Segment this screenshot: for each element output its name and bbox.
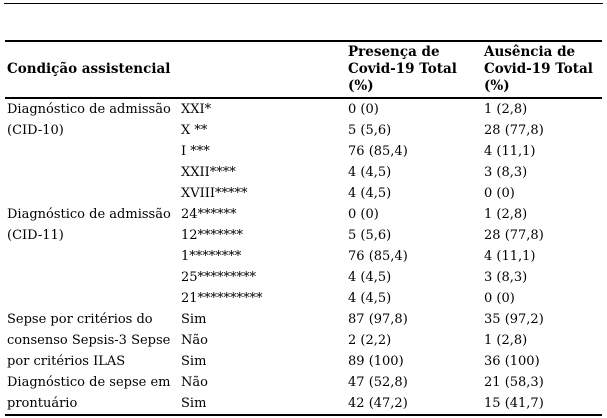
- subcategory-cell: Não: [181, 333, 208, 348]
- table-row: 12******* 5 (5,6) 28 (77,8): [5, 225, 602, 246]
- presenca-value-cell: 5 (5,6): [348, 228, 392, 243]
- ausencia-value-cell: 4 (11,1): [484, 144, 536, 159]
- header-condicao-assistencial: Condição assistencial: [5, 40, 349, 99]
- subcategory-cell: Sim: [181, 396, 207, 411]
- subcategory-cell: 24******: [181, 207, 237, 222]
- presenca-value-cell: 4 (4,5): [348, 291, 392, 306]
- subcategory-cell: 12*******: [181, 228, 244, 243]
- table-row: Diagnóstico de admissão (CID-10) XXI* 0 …: [5, 98, 602, 138]
- presenca-value-cell: 5 (5,6): [348, 123, 392, 138]
- subcategory-cell: 1********: [181, 249, 242, 264]
- table-row: I *** 76 (85,4) 4 (11,1): [5, 141, 602, 162]
- group-label-cell: Sepse por critérios do consenso Sepsis-3…: [7, 312, 171, 369]
- table-row: XXII**** 4 (4,5) 3 (8,3): [5, 162, 602, 183]
- header-ausencia-covid: Ausência de Covid-19 Total (%): [484, 40, 603, 99]
- table-row: Sim 42 (47,2) 15 (41,7): [5, 393, 602, 415]
- ausencia-value-cell: 35 (97,2): [484, 312, 544, 327]
- table-row: XVIII***** 4 (4,5) 0 (0): [5, 183, 602, 204]
- table-row: 1******** 76 (85,4) 4 (11,1): [5, 246, 602, 267]
- group-label-cell: Diagnóstico de admissão (CID-11): [7, 207, 171, 243]
- table-row: Não 2 (2,2) 1 (2,8): [5, 330, 602, 351]
- subcategory-cell: X **: [181, 123, 208, 138]
- ausencia-value-cell: 0 (0): [484, 186, 515, 201]
- presenca-value-cell: 89 (100): [348, 354, 404, 369]
- table-row: Sim 89 (100) 36 (100): [5, 351, 602, 372]
- subcategory-cell: Sim: [181, 354, 207, 369]
- group-label-cell: Diagnóstico de sepse em prontuário: [7, 375, 171, 411]
- ausencia-value-cell: 1 (2,8): [484, 333, 528, 348]
- presenca-value-cell: 0 (0): [348, 207, 379, 222]
- presenca-value-cell: 42 (47,2): [348, 396, 408, 411]
- presenca-value-cell: 47 (52,8): [348, 375, 408, 390]
- subcategory-cell: I ***: [181, 144, 210, 159]
- presenca-value-cell: 2 (2,2): [348, 333, 392, 348]
- subcategory-cell: XXI*: [181, 102, 212, 117]
- ausencia-value-cell: 28 (77,8): [484, 123, 544, 138]
- table-row: 25********* 4 (4,5) 3 (8,3): [5, 267, 602, 288]
- table-header-row: Condição assistencial Presença de Covid-…: [5, 40, 603, 99]
- table-row: Diagnóstico de admissão (CID-11) 24*****…: [5, 204, 602, 243]
- table-top-rule: [4, 3, 603, 4]
- presenca-value-cell: 87 (97,8): [348, 312, 408, 327]
- presenca-value-cell: 4 (4,5): [348, 186, 392, 201]
- subcategory-cell: XVIII*****: [181, 186, 248, 201]
- subcategory-cell: 25*********: [181, 270, 257, 285]
- ausencia-value-cell: 3 (8,3): [484, 270, 528, 285]
- presenca-value-cell: 4 (4,5): [348, 165, 392, 180]
- ausencia-value-cell: 3 (8,3): [484, 165, 528, 180]
- table-row: X ** 5 (5,6) 28 (77,8): [5, 120, 602, 141]
- ausencia-value-cell: 15 (41,7): [484, 396, 544, 411]
- header-presenca-covid: Presença de Covid-19 Total (%): [348, 40, 485, 99]
- subcategory-cell: Sim: [181, 312, 207, 327]
- ausencia-value-cell: 4 (11,1): [484, 249, 536, 264]
- table-row: Sepse por critérios do consenso Sepsis-3…: [5, 309, 602, 369]
- ausencia-value-cell: 0 (0): [484, 291, 515, 306]
- ausencia-value-cell: 28 (77,8): [484, 228, 544, 243]
- group-label-cell: Diagnóstico de admissão (CID-10): [7, 102, 171, 138]
- presenca-value-cell: 0 (0): [348, 102, 379, 117]
- ausencia-value-cell: 1 (2,8): [484, 102, 528, 117]
- presenca-value-cell: 76 (85,4): [348, 144, 408, 159]
- table-row: 21********** 4 (4,5) 0 (0): [5, 288, 602, 309]
- presenca-value-cell: 76 (85,4): [348, 249, 408, 264]
- subcategory-cell: 21**********: [181, 291, 263, 306]
- subcategory-cell: Não: [181, 375, 208, 390]
- ausencia-value-cell: 36 (100): [484, 354, 540, 369]
- subcategory-cell: XXII****: [181, 165, 236, 180]
- ausencia-value-cell: 1 (2,8): [484, 207, 528, 222]
- table-row: Diagnóstico de sepse em prontuário Não 4…: [5, 372, 602, 411]
- clinical-conditions-table: Condição assistencial Presença de Covid-…: [5, 40, 603, 416]
- ausencia-value-cell: 21 (58,3): [484, 375, 544, 390]
- presenca-value-cell: 4 (4,5): [348, 270, 392, 285]
